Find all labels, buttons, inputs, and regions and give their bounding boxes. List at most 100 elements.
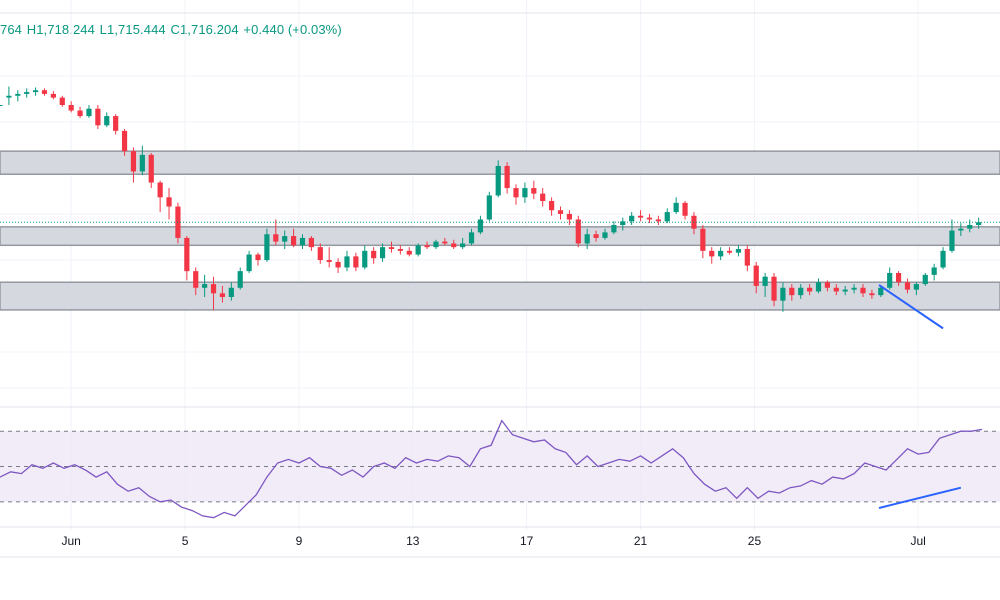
- candle-body: [139, 154, 145, 172]
- candle-body: [104, 116, 110, 126]
- candle-body: [468, 232, 475, 244]
- candle-body: [148, 154, 154, 183]
- candle-body: [193, 271, 199, 288]
- candle-body: [620, 221, 626, 225]
- candle-body: [353, 256, 359, 268]
- price-overlays: [0, 221, 1000, 330]
- candle-body: [362, 250, 368, 268]
- candle-body: [130, 151, 137, 172]
- candle-body: [219, 293, 226, 297]
- candle-body: [86, 108, 92, 117]
- candle-body: [540, 193, 546, 201]
- candle-body: [433, 241, 439, 248]
- candle-body: [157, 182, 163, 198]
- candle-body: [246, 254, 252, 272]
- x-tick-label: Jun: [61, 534, 80, 548]
- candle-body: [575, 219, 581, 244]
- candle-body: [522, 188, 528, 198]
- candle-body: [264, 234, 270, 261]
- candle-body: [611, 225, 617, 233]
- candle-body: [6, 95, 12, 98]
- candle-body: [68, 105, 74, 111]
- candle-body: [860, 287, 866, 294]
- candle-body: [299, 237, 306, 246]
- candle-body: [0, 105, 3, 106]
- candle-body: [77, 110, 83, 117]
- candle-body: [940, 250, 946, 268]
- candle-body: [913, 284, 919, 290]
- candle-body: [41, 90, 48, 94]
- x-tick-label: 5: [182, 534, 189, 548]
- candle-body: [949, 230, 955, 251]
- x-tick-label: 13: [406, 534, 420, 548]
- x-tick-label: 21: [634, 534, 648, 548]
- candle-body: [237, 271, 243, 288]
- candle-body: [842, 289, 848, 292]
- candle-body: [388, 247, 395, 249]
- candle-body: [869, 293, 875, 296]
- candle-body: [113, 116, 119, 131]
- candle-body: [646, 217, 653, 220]
- ohlc-close: C1,716.204: [170, 22, 239, 37]
- candle-body: [379, 247, 386, 259]
- candle-body: [308, 237, 314, 248]
- candle-body: [549, 201, 555, 211]
- candle-body: [24, 92, 30, 94]
- candle-body: [317, 247, 323, 261]
- price-zone: [0, 281, 1000, 311]
- rsi-panel: [0, 419, 1000, 519]
- x-tick-label: 17: [520, 534, 534, 548]
- candle-body: [895, 273, 902, 283]
- candle-body: [371, 250, 377, 259]
- candle-body: [700, 228, 706, 251]
- candle-body: [718, 250, 724, 257]
- candle-body: [344, 256, 350, 268]
- price-trend-line: [878, 284, 944, 330]
- candle-body: [726, 250, 733, 253]
- candle-body: [976, 222, 982, 225]
- candle-body: [210, 284, 217, 294]
- candle-body: [682, 202, 688, 216]
- candle-body: [629, 215, 635, 222]
- candle-body: [442, 241, 448, 244]
- candle-body: [121, 130, 128, 152]
- candle-body: [202, 284, 208, 288]
- candle-body: [833, 287, 839, 292]
- price-zone: [0, 226, 1000, 247]
- candle-body: [513, 188, 519, 198]
- candle-body: [771, 276, 777, 301]
- ohlc-readout: 764 H1,718.244 L1,715.444 C1,716.204 +0.…: [0, 22, 343, 37]
- candle-body: [593, 234, 599, 238]
- candle-body: [878, 287, 884, 296]
- candle-body: [531, 188, 537, 194]
- candle-body: [753, 265, 759, 286]
- candle-body: [451, 243, 457, 248]
- candle-body: [904, 282, 911, 290]
- ohlc-high: H1,718.244: [26, 22, 95, 37]
- candle-body: [184, 237, 190, 272]
- candle-body: [424, 245, 430, 248]
- x-tick-label: 9: [296, 534, 303, 548]
- rsi-line: [0, 419, 983, 519]
- candle-body: [335, 261, 341, 268]
- candle-body: [273, 234, 279, 242]
- candle-body: [557, 210, 564, 214]
- candle-body: [406, 250, 412, 255]
- candle-body: [59, 97, 65, 105]
- ohlc-low: L1,715.444: [99, 22, 166, 37]
- time-axis: Jun 5 9 13 17 21 25 Jul: [61, 534, 925, 548]
- x-tick-label: 25: [748, 534, 762, 548]
- candle-body: [282, 236, 288, 242]
- ohlc-open: 764: [0, 22, 22, 37]
- candle-body: [851, 287, 857, 290]
- rsi-trend-line: [878, 486, 962, 509]
- candle-body: [32, 90, 39, 93]
- candle-body: [637, 215, 644, 218]
- candle-body: [166, 197, 172, 207]
- candle-body: [922, 274, 928, 285]
- candle-body: [397, 249, 403, 251]
- candle-body: [664, 212, 670, 222]
- candle-body: [15, 93, 21, 96]
- candle-body: [958, 228, 964, 231]
